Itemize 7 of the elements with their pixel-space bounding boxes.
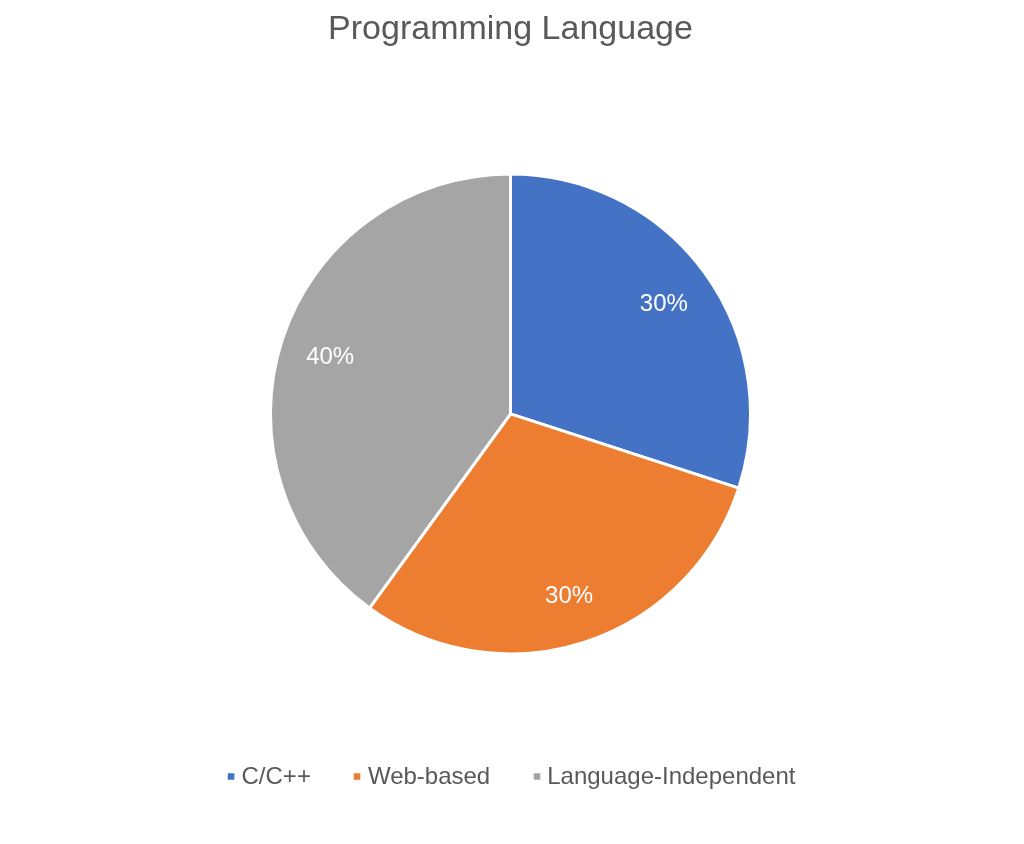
chart-title: Programming Language	[328, 7, 693, 46]
legend-label: C/C++	[241, 762, 311, 790]
data-label: 30%	[545, 580, 594, 608]
legend-label: Language-Independent	[547, 762, 796, 790]
legend-label: Web-based	[367, 762, 491, 790]
data-label: 40%	[306, 341, 355, 369]
data-label: 30%	[639, 288, 688, 316]
